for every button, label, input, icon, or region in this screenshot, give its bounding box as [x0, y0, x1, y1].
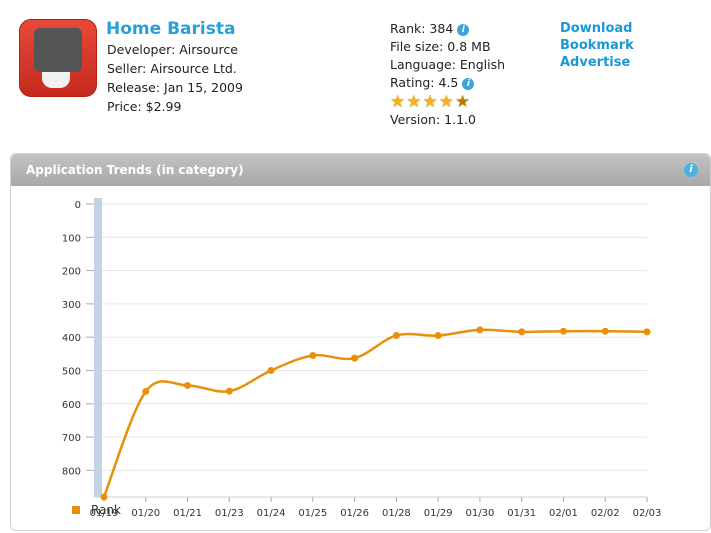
y-axis-band: [94, 198, 102, 497]
rank-data-point: [225, 387, 233, 395]
rank-chart: 0 100 200 300 400 500 600 700 800 01/19 01/20 01/21…: [62, 198, 662, 519]
developer: Developer: Airsource: [107, 42, 238, 57]
y-tick-label: 300: [62, 300, 81, 311]
y-tick-label: 100: [62, 233, 81, 244]
x-tick-label: 01/28: [382, 508, 411, 519]
download-link[interactable]: Download: [560, 21, 633, 36]
rank-data-point: [100, 493, 108, 501]
rank-data-point: [518, 328, 526, 336]
app-icon: [19, 19, 97, 97]
x-tick-label: 01/21: [173, 508, 202, 519]
x-tick-label: 01/26: [340, 508, 369, 519]
y-tick-label: 200: [62, 267, 81, 278]
rank-data-point: [267, 366, 275, 374]
cup-icon: [42, 72, 70, 88]
panel-header: Application Trends (in category) i: [11, 154, 710, 186]
x-tick-label: 01/23: [215, 508, 244, 519]
star-icon: ★: [390, 92, 406, 112]
language: Language: English: [390, 57, 506, 72]
rank-row: Rank: 384 i: [390, 20, 505, 38]
rating-row: Rating: 4.5 i: [390, 74, 505, 92]
y-tick-label: 800: [62, 466, 81, 477]
rating-stars: ★ ★ ★ ★ ★: [390, 93, 505, 111]
seller: Seller: Airsource Ltd.: [107, 61, 237, 76]
x-tick-label: 01/24: [257, 508, 286, 519]
rank-data-point: [142, 387, 150, 395]
rank-data-point: [184, 381, 192, 389]
rank-data-point: [559, 327, 567, 335]
y-tick-label: 700: [62, 433, 81, 444]
x-tick-label: 01/29: [424, 508, 453, 519]
y-tick-label: 600: [62, 400, 81, 411]
rank-data-point: [601, 327, 609, 335]
x-tick-label: 01/30: [466, 508, 495, 519]
x-tick-label: 01/25: [298, 508, 327, 519]
rank: Rank: 384: [390, 21, 454, 36]
rank-data-point: [434, 332, 442, 340]
rank-data-point: [309, 351, 317, 359]
y-tick-label: 400: [62, 333, 81, 344]
trends-panel: Application Trends (in category) i 0 100 2…: [10, 153, 711, 531]
app-stats: Rank: 384 i File size: 0.8 MB Language: E…: [390, 20, 505, 129]
rank-data-point: [392, 332, 400, 340]
x-tick-label: 02/01: [549, 508, 578, 519]
app-info: Developer: Airsource Seller: Airsource L…: [107, 40, 243, 116]
espresso-machine-icon: [34, 28, 82, 72]
advertise-link[interactable]: Advertise: [560, 55, 631, 70]
info-icon[interactable]: i: [684, 163, 698, 177]
legend-swatch: [72, 506, 80, 514]
star-icon: ★: [438, 92, 454, 112]
panel-title: Application Trends (in category): [26, 163, 244, 177]
star-icon: ★: [422, 92, 438, 112]
rank-data-point: [476, 326, 484, 334]
rating: Rating: 4.5: [390, 75, 459, 90]
x-tick-label: 01/20: [131, 508, 160, 519]
star-icon: ★: [406, 92, 422, 112]
x-tick-label: 02/02: [591, 508, 620, 519]
legend-label: Rank: [91, 503, 121, 517]
half-star-icon: ★: [455, 92, 471, 112]
rank-data-point: [351, 354, 359, 362]
app-title[interactable]: Home Barista: [106, 19, 236, 39]
rank-data-point: [643, 328, 651, 336]
price: Price: $2.99: [107, 99, 182, 114]
y-tick-label: 0: [75, 200, 81, 211]
action-links: Download Bookmark Advertise: [560, 20, 634, 71]
x-tick-label: 01/19: [90, 508, 119, 519]
y-tick-label: 500: [62, 366, 81, 377]
bookmark-link[interactable]: Bookmark: [560, 38, 634, 53]
release-date: Release: Jan 15, 2009: [107, 80, 243, 95]
version: Version: 1.1.0: [390, 112, 476, 127]
x-tick-label: 01/31: [507, 508, 536, 519]
file-size: File size: 0.8 MB: [390, 39, 491, 54]
rank-series-line: [102, 328, 648, 498]
x-tick-label: 02/03: [633, 508, 662, 519]
info-icon[interactable]: i: [457, 23, 470, 36]
info-icon[interactable]: i: [462, 77, 475, 90]
